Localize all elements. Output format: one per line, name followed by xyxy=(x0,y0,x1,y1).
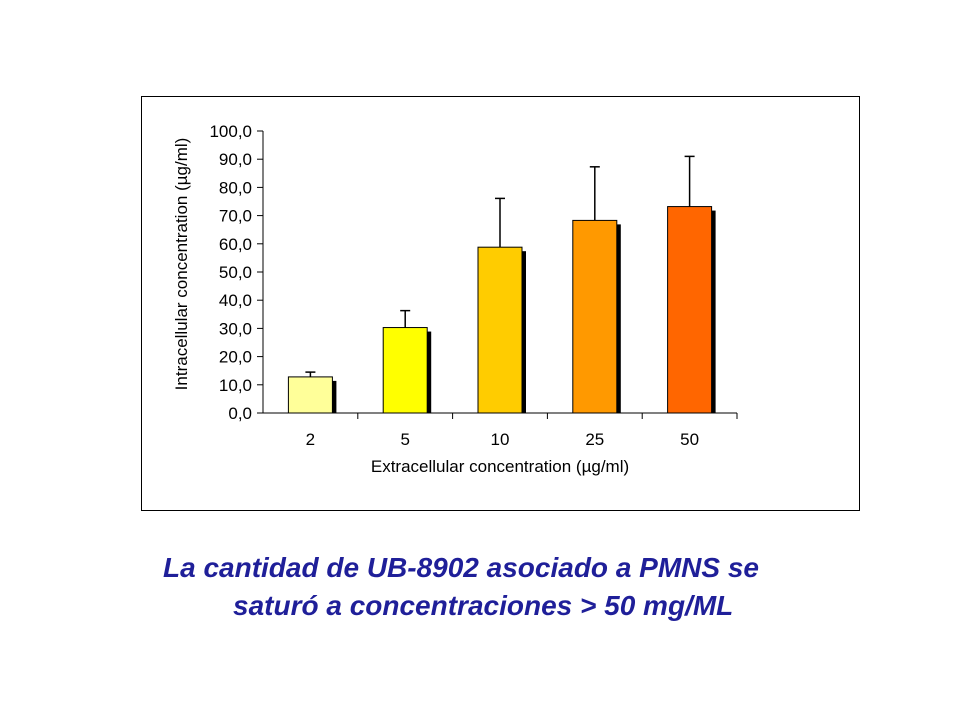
bar xyxy=(287,376,333,414)
y-tick-label: 90,0 xyxy=(219,150,252,169)
y-tick-label: 40,0 xyxy=(219,291,252,310)
x-tick-label: 5 xyxy=(400,430,409,449)
y-axis-label: Intracellular concentration (µg/ml) xyxy=(172,138,191,391)
caption-line-1: La cantidad de UB-8902 asociado a PMNS s… xyxy=(163,552,759,583)
bar xyxy=(667,206,713,414)
y-tick-label: 0,0 xyxy=(228,404,252,423)
bar xyxy=(477,246,523,414)
x-tick-label: 25 xyxy=(585,430,604,449)
bar xyxy=(572,219,618,414)
x-axis-label: Extracellular concentration (µg/ml) xyxy=(371,457,629,476)
y-tick-label: 80,0 xyxy=(219,178,252,197)
y-tick-label: 70,0 xyxy=(219,207,252,226)
bar-chart: 0,0 10,0 20,0 30,0 40,0 50,0 60,0 70,0 80,0 90,0 1… xyxy=(172,122,738,476)
bar xyxy=(382,327,428,414)
x-tick-label: 2 xyxy=(306,430,315,449)
y-tick-label: 50,0 xyxy=(219,263,252,282)
chart-frame: 0,0 10,0 20,0 30,0 40,0 50,0 60,0 70,0 80,0 90,0 1… xyxy=(141,96,860,511)
x-tick-label: 10 xyxy=(491,430,510,449)
y-tick-label: 10,0 xyxy=(219,376,252,395)
y-tick-label: 60,0 xyxy=(219,235,252,254)
y-tick-label: 20,0 xyxy=(219,348,252,367)
y-tick-label: 100,0 xyxy=(209,122,252,141)
y-tick-label: 30,0 xyxy=(219,319,252,338)
caption-line-2: saturó a concentraciones > 50 mg/ML xyxy=(233,590,734,621)
x-tick-label: 50 xyxy=(680,430,699,449)
